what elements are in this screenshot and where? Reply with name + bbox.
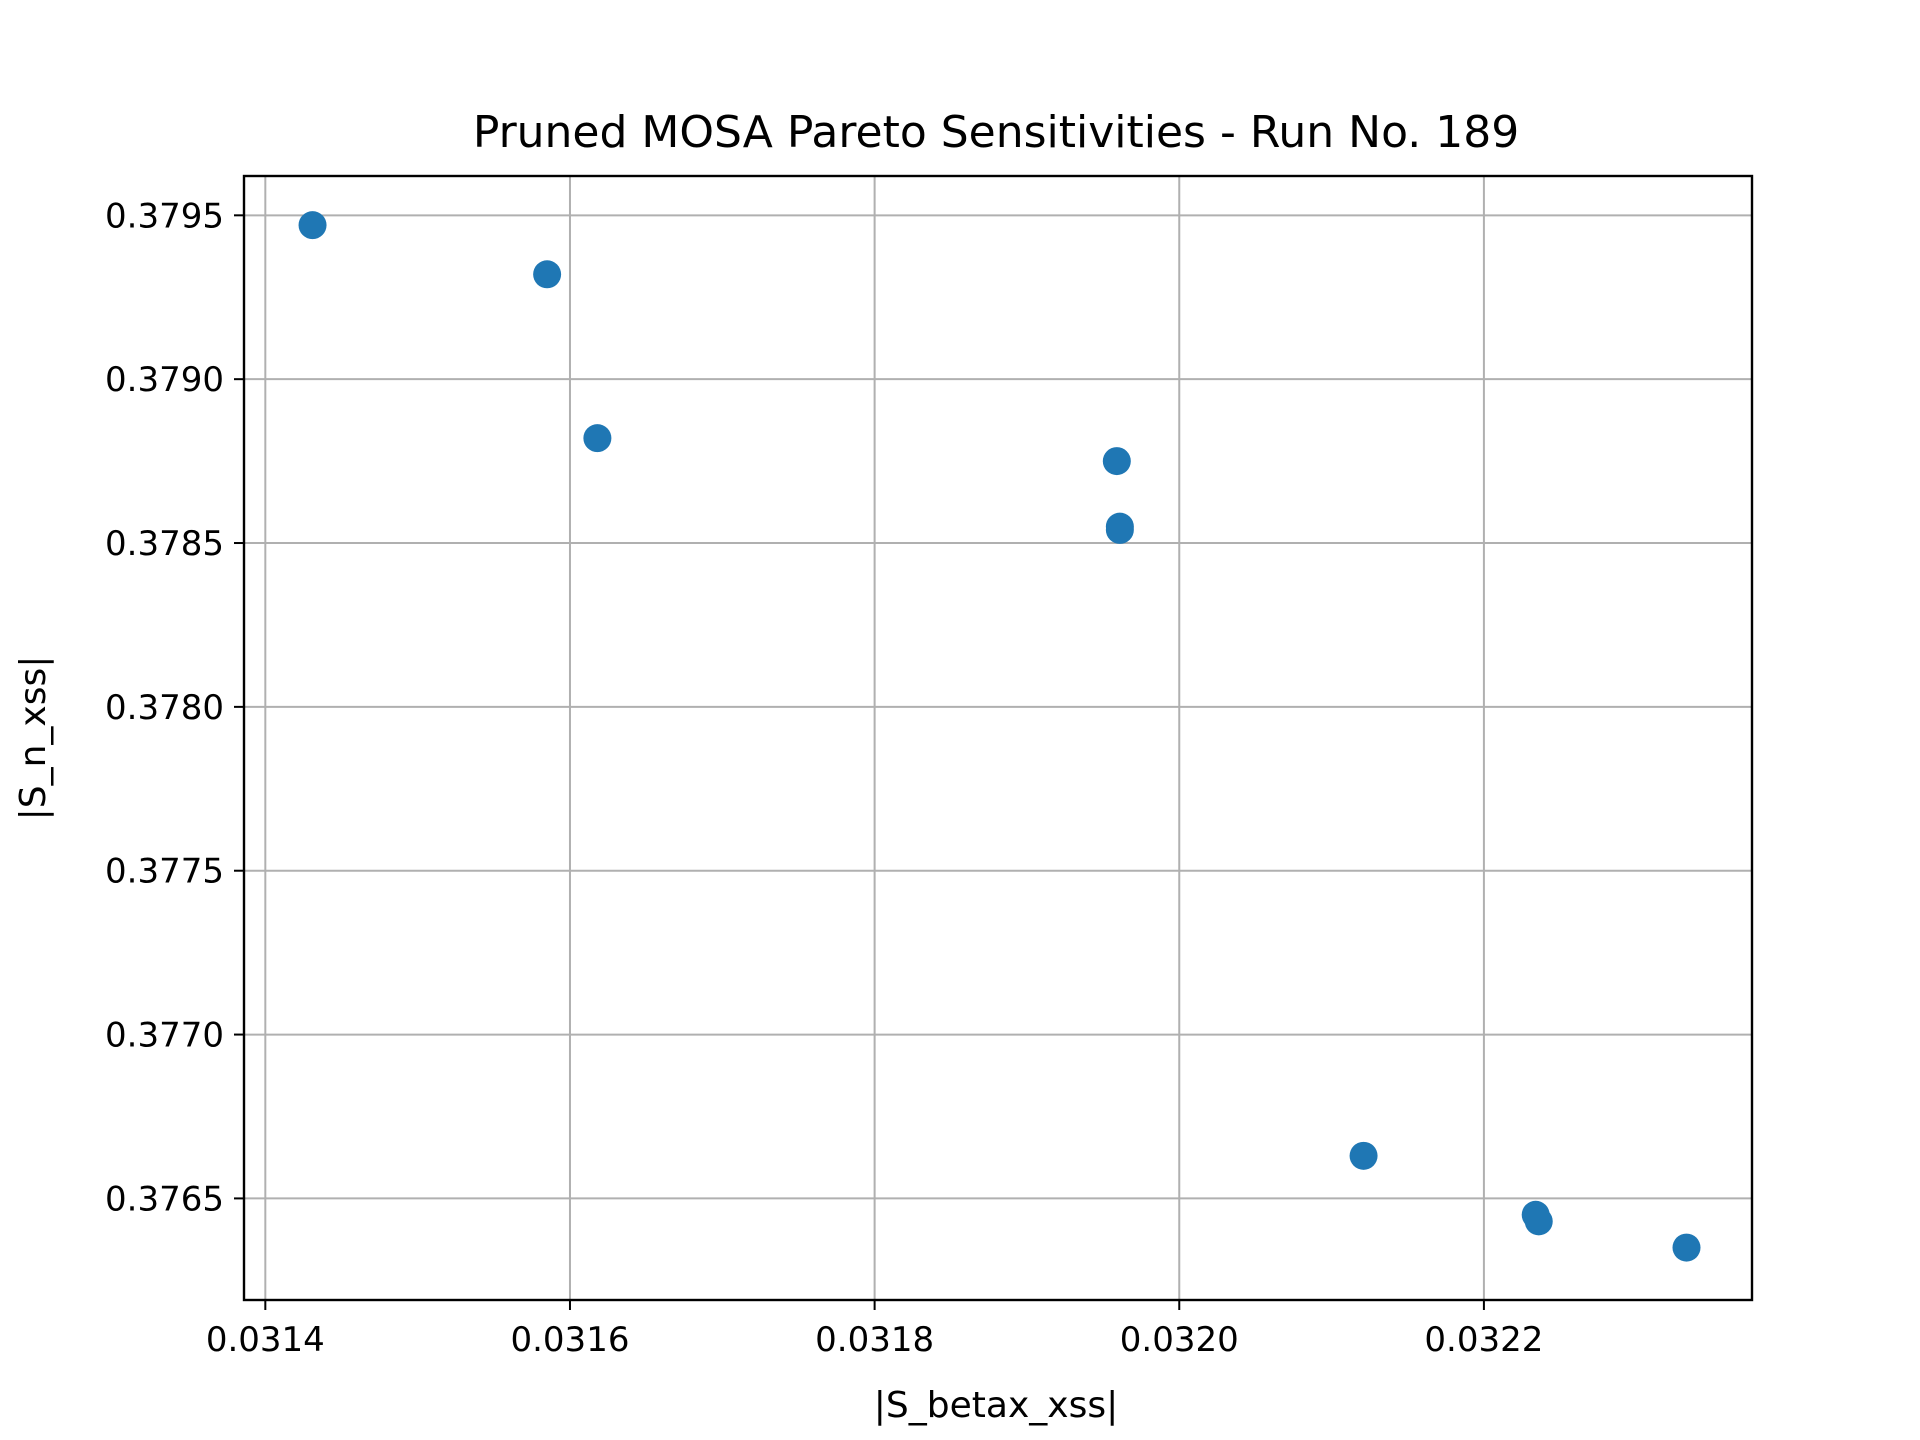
data-point [533,260,562,289]
x-axis-label: |S_betax_xss| [874,1385,1118,1426]
x-tick-label: 0.0314 [206,1320,325,1360]
x-tick-label: 0.0316 [510,1320,629,1360]
x-tick-label: 0.0318 [815,1320,934,1360]
data-point [298,211,327,240]
x-tick-label: 0.0322 [1424,1320,1543,1360]
y-axis-ticks: 0.3765 0.3770 0.3775 0.3780 0.3785 0.3790 0.37… [105,196,244,1219]
grid [244,176,1752,1300]
data-point [1102,447,1131,476]
x-tick-label: 0.0320 [1120,1320,1239,1360]
data-point [1672,1233,1701,1262]
data-point [1105,515,1134,544]
y-tick-label: 0.3780 [105,688,224,728]
data-points [298,211,1701,1262]
plot-area-frame [242,174,1754,1302]
data-point [1524,1207,1553,1236]
y-tick-label: 0.3775 [105,852,224,892]
y-tick-label: 0.3770 [105,1016,224,1056]
y-tick-label: 0.3785 [105,524,224,564]
chart-title: Pruned MOSA Pareto Sensitivities - Run N… [473,107,1519,158]
x-axis-ticks: 0.0314 0.0316 0.0318 0.0320 0.0322 [206,1300,1543,1360]
y-tick-label: 0.3795 [105,196,224,236]
data-point [583,424,612,453]
y-axis-label: |S_n_xss| [13,656,54,821]
y-tick-label: 0.3765 [105,1179,224,1219]
y-tick-label: 0.3790 [105,360,224,400]
data-point [1349,1141,1378,1170]
